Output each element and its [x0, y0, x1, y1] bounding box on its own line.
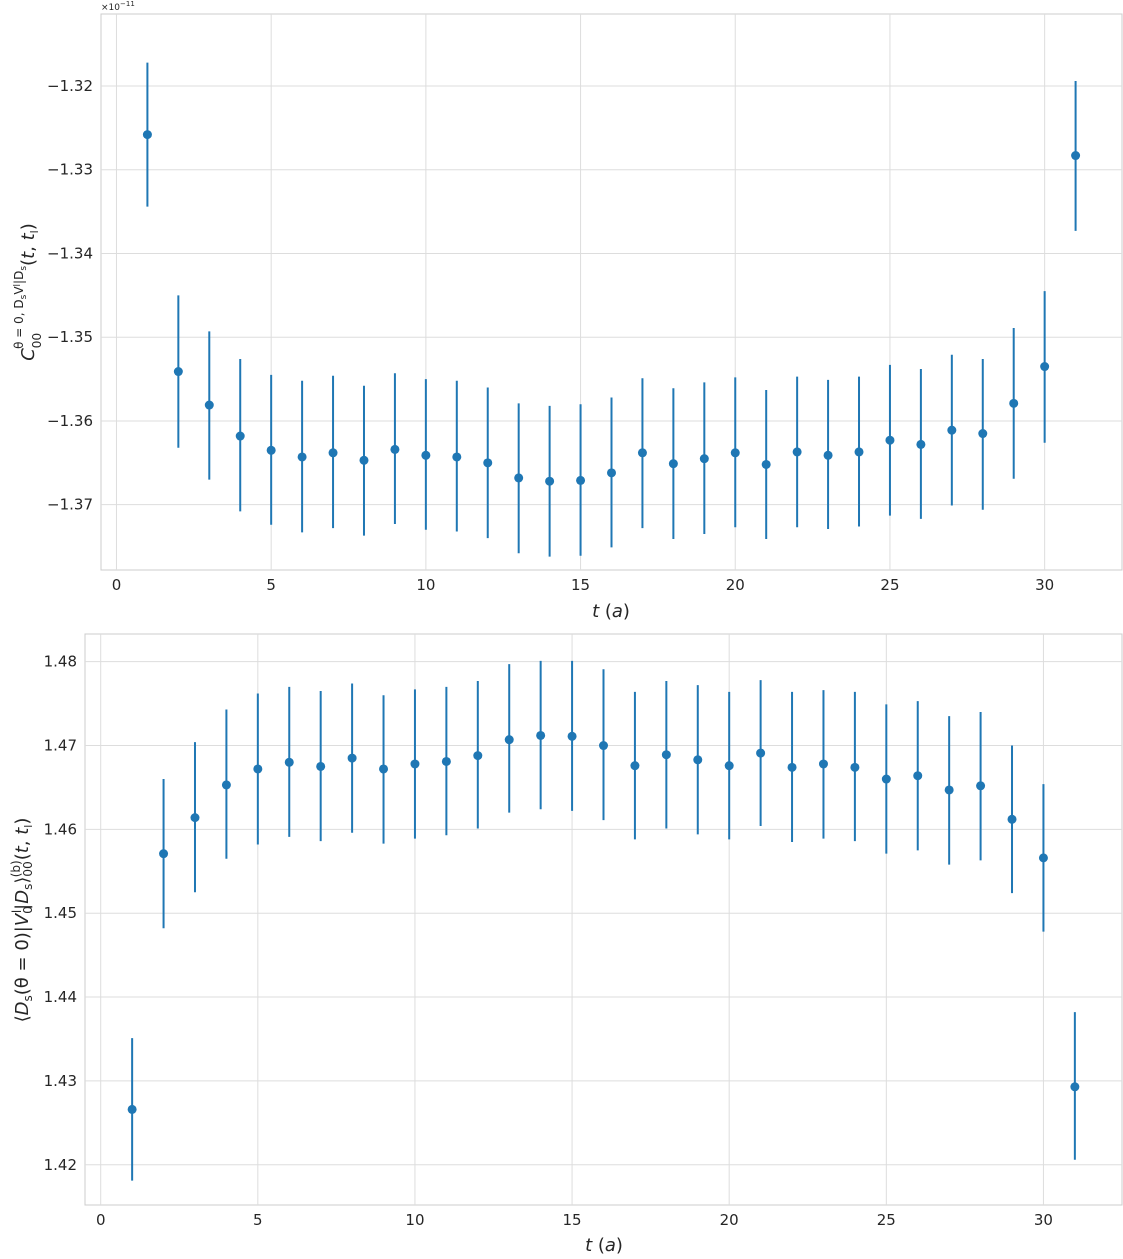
data-point — [944, 785, 954, 795]
data-point — [297, 452, 307, 462]
y-tick-label: −1.37 — [47, 496, 93, 514]
x-tick-label: 30 — [1034, 1211, 1053, 1229]
data-point — [142, 130, 152, 140]
y-tick-label: −1.33 — [47, 161, 93, 179]
data-point — [545, 476, 555, 486]
data-point — [347, 753, 357, 763]
data-point — [630, 761, 640, 771]
data-point — [885, 435, 895, 445]
data-point — [567, 731, 577, 741]
data-point — [881, 774, 891, 784]
data-point — [576, 475, 586, 485]
bottom-plot: 0 5 10 15 20 25 30 1.42 1.43 1.44 1.45 1.46 1.47 1.4… — [9, 633, 1123, 1256]
data-point — [854, 447, 864, 457]
x-tick-label: 0 — [112, 576, 122, 594]
data-point — [473, 751, 483, 761]
data-point — [1071, 151, 1081, 161]
data-point — [253, 764, 263, 774]
data-point — [514, 473, 524, 483]
data-point — [221, 780, 231, 790]
x-tick-label: 10 — [405, 1211, 424, 1229]
y-tick-label: −1.34 — [47, 244, 93, 262]
data-point — [947, 425, 957, 435]
data-point — [756, 748, 766, 758]
y-axis-label: C00θ = 0, DsVl|Ds(t, tl) — [12, 223, 44, 361]
data-point — [127, 1104, 137, 1114]
data-point — [235, 431, 245, 441]
y-tick-label: −1.36 — [47, 412, 93, 430]
data-point — [284, 757, 294, 767]
data-point — [661, 750, 671, 760]
data-point — [976, 781, 986, 791]
data-point — [359, 455, 369, 465]
y-tick-label: 1.44 — [44, 988, 77, 1006]
data-point — [390, 444, 400, 454]
data-point — [850, 762, 860, 772]
data-point — [787, 762, 797, 772]
data-point — [761, 459, 771, 469]
x-axis-label: t (a) — [585, 1235, 623, 1256]
y-tick-label: −1.35 — [47, 328, 93, 346]
data-point — [536, 730, 546, 740]
x-tick-label: 5 — [253, 1211, 263, 1229]
data-point — [379, 764, 389, 774]
data-point — [1009, 398, 1019, 408]
x-tick-label: 15 — [563, 1211, 582, 1229]
x-tick-label: 0 — [96, 1211, 106, 1229]
data-point — [818, 759, 828, 769]
data-point — [1007, 814, 1017, 824]
data-point — [699, 454, 709, 464]
data-point — [637, 448, 647, 458]
data-point — [173, 367, 183, 377]
data-point — [266, 445, 276, 455]
data-point — [204, 400, 214, 410]
y-tick-label: 1.43 — [44, 1072, 77, 1090]
x-tick-label: 25 — [880, 576, 899, 594]
y-tick-label: 1.47 — [44, 737, 77, 755]
data-point — [823, 450, 833, 460]
data-point — [978, 429, 988, 439]
y-tick-label: 1.45 — [44, 904, 77, 922]
data-point — [190, 813, 200, 823]
x-tick-label: 20 — [720, 1211, 739, 1229]
y-tick-label: 1.42 — [44, 1156, 77, 1174]
data-point — [504, 735, 514, 745]
y-tick-label: −1.32 — [47, 77, 93, 95]
data-point — [792, 447, 802, 457]
data-point — [599, 741, 608, 751]
data-point — [452, 452, 462, 462]
data-point — [316, 761, 326, 771]
data-point — [730, 448, 740, 458]
x-tick-label: 30 — [1035, 576, 1054, 594]
x-tick-label: 15 — [571, 576, 590, 594]
data-point — [421, 450, 431, 460]
data-point — [328, 448, 338, 458]
y-tick-label: 1.46 — [44, 820, 77, 838]
data-point — [159, 849, 169, 859]
y-tick-label: 1.48 — [44, 653, 77, 671]
data-point — [441, 756, 451, 766]
x-tick-label: 25 — [877, 1211, 896, 1229]
data-point — [913, 771, 923, 781]
x-axis-label: t (a) — [592, 601, 630, 622]
x-tick-label: 20 — [726, 576, 745, 594]
data-point — [1038, 853, 1048, 863]
data-point — [1070, 1082, 1080, 1092]
data-point — [693, 755, 703, 765]
data-point — [483, 458, 493, 468]
y-axis-label: ⟨Ds(θ = 0)|V0l|Ds⟩00(b)(t, tl) — [9, 818, 35, 1023]
data-point — [668, 459, 678, 469]
data-point — [724, 761, 734, 771]
data-point — [410, 759, 420, 769]
data-point — [916, 439, 926, 449]
data-point — [1040, 362, 1050, 372]
top-plot: 0 5 10 15 20 25 30 −1.37 −1.36 −1.35 −1.34 −1.33 −1… — [12, 0, 1123, 622]
data-point — [607, 468, 616, 478]
x-tick-label: 5 — [266, 576, 276, 594]
x-tick-label: 10 — [416, 576, 435, 594]
